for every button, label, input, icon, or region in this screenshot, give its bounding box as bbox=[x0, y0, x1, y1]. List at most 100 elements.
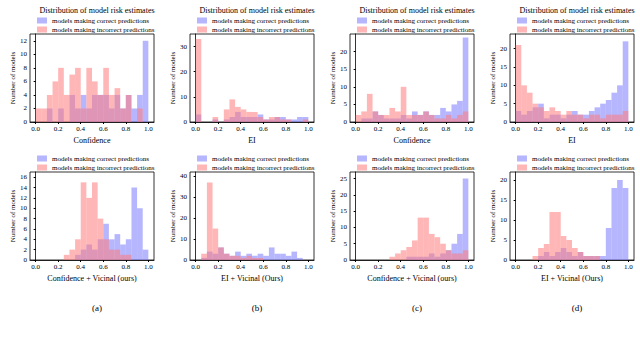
svg-text:4: 4 bbox=[24, 235, 28, 243]
svg-text:EI + Vicinal (Ours): EI + Vicinal (Ours) bbox=[221, 274, 283, 283]
svg-text:0: 0 bbox=[184, 118, 188, 126]
svg-text:0.0: 0.0 bbox=[511, 263, 520, 271]
svg-text:1.0: 1.0 bbox=[464, 125, 473, 133]
svg-text:0.6: 0.6 bbox=[419, 263, 428, 271]
svg-text:0.2: 0.2 bbox=[534, 125, 543, 133]
svg-text:Confidence + Vicinal (ours): Confidence + Vicinal (ours) bbox=[47, 274, 137, 283]
svg-text:(d): (d) bbox=[572, 303, 583, 313]
svg-text:0.6: 0.6 bbox=[419, 125, 428, 133]
svg-text:Number of models: Number of models bbox=[9, 51, 17, 104]
svg-text:0.2: 0.2 bbox=[534, 263, 543, 271]
svg-text:20: 20 bbox=[500, 176, 508, 184]
svg-text:Number of models: Number of models bbox=[489, 51, 497, 104]
svg-text:12: 12 bbox=[20, 194, 28, 202]
svg-text:10: 10 bbox=[340, 83, 348, 91]
svg-text:5: 5 bbox=[504, 236, 508, 244]
svg-text:models making incorrect predic: models making incorrect predictions bbox=[52, 26, 155, 34]
svg-text:Number of models: Number of models bbox=[329, 189, 337, 242]
svg-text:0.8: 0.8 bbox=[281, 125, 290, 133]
svg-text:10: 10 bbox=[500, 216, 508, 224]
svg-text:0.2: 0.2 bbox=[374, 125, 383, 133]
svg-text:models making correct predicti: models making correct predictions bbox=[212, 17, 309, 25]
svg-text:models making correct predicti: models making correct predictions bbox=[52, 17, 149, 25]
svg-text:40: 40 bbox=[180, 172, 188, 180]
svg-text:models making correct predicti: models making correct predictions bbox=[372, 155, 469, 163]
svg-text:6: 6 bbox=[24, 225, 28, 233]
svg-text:1.0: 1.0 bbox=[304, 263, 313, 271]
svg-text:0.2: 0.2 bbox=[54, 263, 63, 271]
svg-text:Number of models: Number of models bbox=[169, 189, 177, 242]
svg-text:10: 10 bbox=[20, 204, 28, 212]
svg-text:12: 12 bbox=[20, 37, 28, 45]
svg-text:Distribution of model risk est: Distribution of model risk estimates bbox=[199, 6, 314, 15]
svg-text:0.8: 0.8 bbox=[441, 125, 450, 133]
svg-text:20: 20 bbox=[180, 68, 188, 76]
svg-text:10: 10 bbox=[180, 235, 188, 243]
svg-text:EI: EI bbox=[248, 136, 256, 145]
svg-text:0.6: 0.6 bbox=[259, 125, 268, 133]
svg-text:0.2: 0.2 bbox=[54, 125, 63, 133]
svg-text:0: 0 bbox=[24, 118, 28, 126]
svg-text:0.0: 0.0 bbox=[191, 263, 200, 271]
svg-text:Number of models: Number of models bbox=[489, 189, 497, 242]
svg-text:15: 15 bbox=[340, 65, 348, 73]
svg-text:Distribution of model risk est: Distribution of model risk estimates bbox=[519, 6, 634, 15]
svg-text:5: 5 bbox=[344, 100, 348, 108]
svg-text:20: 20 bbox=[340, 48, 348, 56]
svg-text:models making incorrect predic: models making incorrect predictions bbox=[532, 26, 635, 34]
svg-text:Confidence: Confidence bbox=[394, 136, 431, 145]
svg-text:Confidence: Confidence bbox=[74, 136, 111, 145]
svg-text:6: 6 bbox=[24, 77, 28, 85]
svg-text:EI + Vicinal (Ours): EI + Vicinal (Ours) bbox=[541, 274, 603, 283]
svg-text:0: 0 bbox=[184, 256, 188, 264]
svg-text:0.4: 0.4 bbox=[556, 125, 565, 133]
svg-text:models making incorrect predic: models making incorrect predictions bbox=[212, 26, 315, 34]
svg-text:0.0: 0.0 bbox=[351, 263, 360, 271]
svg-text:8: 8 bbox=[24, 64, 28, 72]
svg-text:0.4: 0.4 bbox=[236, 125, 245, 133]
svg-text:1.0: 1.0 bbox=[464, 263, 473, 271]
svg-text:0.8: 0.8 bbox=[121, 125, 130, 133]
svg-text:0.8: 0.8 bbox=[601, 263, 610, 271]
svg-text:0.4: 0.4 bbox=[76, 263, 85, 271]
svg-text:models making incorrect predic: models making incorrect predictions bbox=[52, 164, 155, 172]
svg-text:0: 0 bbox=[504, 256, 508, 264]
svg-text:10: 10 bbox=[340, 223, 348, 231]
svg-text:0.8: 0.8 bbox=[281, 263, 290, 271]
svg-text:20: 20 bbox=[180, 214, 188, 222]
svg-text:4: 4 bbox=[24, 91, 28, 99]
svg-text:15: 15 bbox=[500, 63, 508, 71]
svg-text:0.0: 0.0 bbox=[191, 125, 200, 133]
svg-text:0.0: 0.0 bbox=[511, 125, 520, 133]
svg-text:1.0: 1.0 bbox=[304, 125, 313, 133]
svg-text:(c): (c) bbox=[412, 303, 422, 313]
svg-text:models making correct predicti: models making correct predictions bbox=[52, 155, 149, 163]
svg-text:10: 10 bbox=[500, 81, 508, 89]
svg-text:20: 20 bbox=[500, 45, 508, 53]
svg-text:14: 14 bbox=[20, 184, 28, 192]
svg-text:0.6: 0.6 bbox=[99, 125, 108, 133]
svg-text:0: 0 bbox=[24, 256, 28, 264]
svg-text:0.2: 0.2 bbox=[214, 263, 223, 271]
svg-text:2: 2 bbox=[24, 246, 28, 254]
svg-text:models making correct predicti: models making correct predictions bbox=[212, 155, 309, 163]
svg-text:5: 5 bbox=[504, 100, 508, 108]
svg-text:10: 10 bbox=[20, 50, 28, 58]
svg-text:0.4: 0.4 bbox=[556, 263, 565, 271]
svg-text:0.8: 0.8 bbox=[601, 125, 610, 133]
svg-text:10: 10 bbox=[180, 93, 188, 101]
svg-text:0.6: 0.6 bbox=[579, 263, 588, 271]
svg-text:0.4: 0.4 bbox=[76, 125, 85, 133]
svg-text:20: 20 bbox=[340, 191, 348, 199]
svg-text:0.6: 0.6 bbox=[579, 125, 588, 133]
svg-text:0.0: 0.0 bbox=[351, 125, 360, 133]
svg-text:1.0: 1.0 bbox=[624, 125, 633, 133]
svg-text:0.4: 0.4 bbox=[396, 263, 405, 271]
svg-text:1.0: 1.0 bbox=[624, 263, 633, 271]
svg-text:0.0: 0.0 bbox=[31, 263, 40, 271]
svg-text:EI: EI bbox=[568, 136, 576, 145]
svg-text:Number of models: Number of models bbox=[9, 189, 17, 242]
svg-text:2: 2 bbox=[24, 104, 28, 112]
svg-text:15: 15 bbox=[340, 207, 348, 215]
svg-text:0.2: 0.2 bbox=[374, 263, 383, 271]
